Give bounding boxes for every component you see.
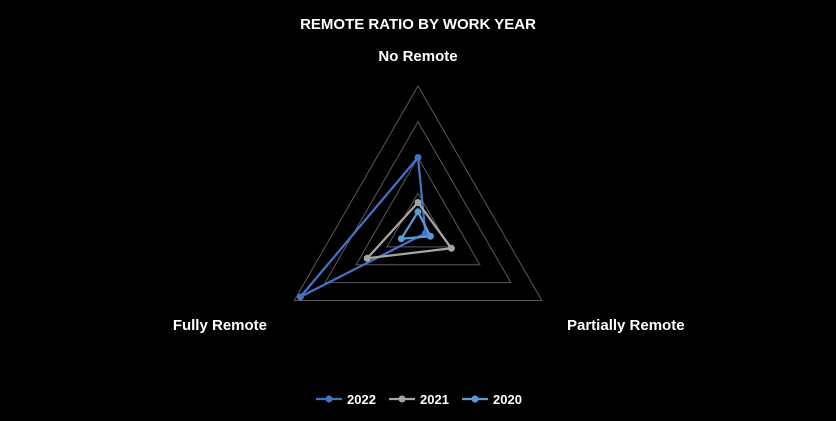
legend-label-2020: 2020 bbox=[493, 392, 522, 407]
axis-label-fully-remote: Fully Remote bbox=[173, 317, 267, 334]
axis-label-no-remote: No Remote bbox=[378, 48, 457, 65]
data-point-2022-2 bbox=[296, 293, 304, 301]
series-line-2021 bbox=[366, 201, 453, 260]
data-point-2020-0 bbox=[414, 208, 422, 216]
data-point-2020-1 bbox=[426, 232, 434, 240]
data-point-2020-2 bbox=[397, 235, 405, 243]
legend-marker-2020 bbox=[471, 395, 479, 403]
grid-ring-4 bbox=[293, 84, 543, 301]
legend-marker-2022 bbox=[325, 395, 333, 403]
chart-legend: 2022 2021 2020 bbox=[316, 392, 522, 407]
grid-ring-3 bbox=[324, 120, 512, 284]
legend-label-2021: 2021 bbox=[420, 392, 449, 407]
chart-title: REMOTE RATIO BY WORK YEAR bbox=[300, 16, 536, 33]
radar-grid bbox=[293, 84, 543, 301]
data-point-2021-0 bbox=[414, 199, 422, 206]
series-line-2020 bbox=[400, 210, 432, 240]
data-point-2021-1 bbox=[447, 244, 455, 252]
axis-label-partially-remote: Partially Remote bbox=[567, 317, 685, 334]
radar-series bbox=[296, 154, 455, 301]
data-point-2021-2 bbox=[363, 254, 371, 262]
legend-marker-2021 bbox=[398, 395, 406, 403]
data-point-2022-0 bbox=[414, 154, 422, 161]
series-line-2022 bbox=[299, 156, 427, 299]
grid-ring-2 bbox=[355, 156, 481, 266]
legend-label-2022: 2022 bbox=[347, 392, 376, 407]
